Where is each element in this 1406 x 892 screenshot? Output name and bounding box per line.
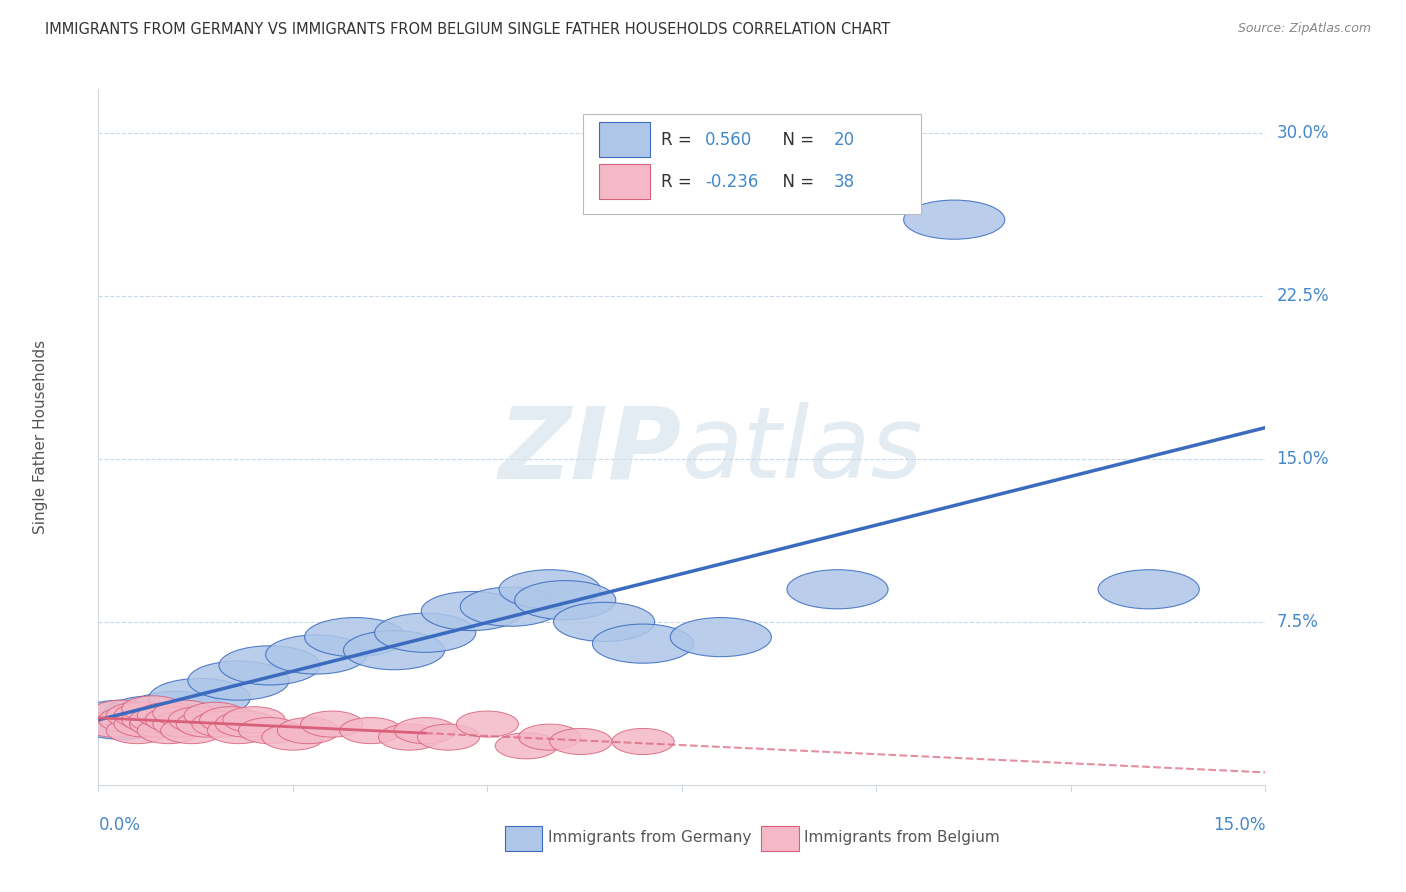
Ellipse shape xyxy=(122,696,184,722)
Ellipse shape xyxy=(418,724,479,750)
Ellipse shape xyxy=(787,570,889,609)
Text: R =: R = xyxy=(661,131,697,149)
Ellipse shape xyxy=(904,200,1005,239)
Text: 0.560: 0.560 xyxy=(706,131,752,149)
Text: N =: N = xyxy=(772,131,820,149)
Ellipse shape xyxy=(169,706,231,733)
Ellipse shape xyxy=(138,702,200,729)
Text: 0.0%: 0.0% xyxy=(98,815,141,833)
Ellipse shape xyxy=(160,717,224,744)
Ellipse shape xyxy=(305,617,406,657)
Ellipse shape xyxy=(277,717,340,744)
FancyBboxPatch shape xyxy=(599,122,651,157)
Ellipse shape xyxy=(176,711,239,737)
Text: 20: 20 xyxy=(834,131,855,149)
FancyBboxPatch shape xyxy=(582,113,921,214)
Ellipse shape xyxy=(215,711,277,737)
Text: 15.0%: 15.0% xyxy=(1277,450,1329,467)
Ellipse shape xyxy=(671,617,772,657)
Text: -0.236: -0.236 xyxy=(706,173,759,191)
Text: R =: R = xyxy=(661,173,697,191)
Ellipse shape xyxy=(184,702,246,729)
Ellipse shape xyxy=(107,702,169,729)
Ellipse shape xyxy=(191,711,254,737)
Ellipse shape xyxy=(72,700,173,739)
Ellipse shape xyxy=(83,711,145,737)
Text: 22.5%: 22.5% xyxy=(1277,286,1329,305)
Text: 30.0%: 30.0% xyxy=(1277,124,1329,142)
Text: IMMIGRANTS FROM GERMANY VS IMMIGRANTS FROM BELGIUM SINGLE FATHER HOUSEHOLDS CORR: IMMIGRANTS FROM GERMANY VS IMMIGRANTS FR… xyxy=(45,22,890,37)
FancyBboxPatch shape xyxy=(505,826,541,851)
Ellipse shape xyxy=(114,702,176,729)
Ellipse shape xyxy=(515,581,616,620)
Ellipse shape xyxy=(188,661,290,700)
Ellipse shape xyxy=(374,613,475,652)
Ellipse shape xyxy=(103,696,204,735)
Text: Immigrants from Germany: Immigrants from Germany xyxy=(548,830,751,845)
Ellipse shape xyxy=(457,711,519,737)
Text: 7.5%: 7.5% xyxy=(1277,613,1319,631)
Text: Single Father Households: Single Father Households xyxy=(32,340,48,534)
Ellipse shape xyxy=(499,570,600,609)
Text: Source: ZipAtlas.com: Source: ZipAtlas.com xyxy=(1237,22,1371,36)
Text: atlas: atlas xyxy=(682,402,924,500)
Ellipse shape xyxy=(519,724,581,750)
Text: ZIP: ZIP xyxy=(499,402,682,500)
Ellipse shape xyxy=(495,733,557,759)
Ellipse shape xyxy=(122,706,184,733)
Ellipse shape xyxy=(129,706,191,733)
Ellipse shape xyxy=(266,635,367,674)
Ellipse shape xyxy=(153,700,215,726)
FancyBboxPatch shape xyxy=(599,163,651,199)
Ellipse shape xyxy=(340,717,402,744)
Ellipse shape xyxy=(200,706,262,733)
Ellipse shape xyxy=(207,717,270,744)
Ellipse shape xyxy=(224,706,285,733)
Text: N =: N = xyxy=(772,173,820,191)
Text: 38: 38 xyxy=(834,173,855,191)
Ellipse shape xyxy=(550,729,612,755)
Text: Immigrants from Belgium: Immigrants from Belgium xyxy=(804,830,1000,845)
Ellipse shape xyxy=(219,646,321,685)
Ellipse shape xyxy=(138,717,200,744)
FancyBboxPatch shape xyxy=(761,826,799,851)
Ellipse shape xyxy=(262,724,323,750)
Ellipse shape xyxy=(394,717,457,744)
Ellipse shape xyxy=(90,700,153,726)
Ellipse shape xyxy=(592,624,693,664)
Ellipse shape xyxy=(554,602,655,641)
Ellipse shape xyxy=(149,679,250,717)
Ellipse shape xyxy=(98,706,160,733)
Ellipse shape xyxy=(153,711,215,737)
Ellipse shape xyxy=(107,717,169,744)
Ellipse shape xyxy=(239,717,301,744)
Ellipse shape xyxy=(378,724,440,750)
Ellipse shape xyxy=(1098,570,1199,609)
Ellipse shape xyxy=(422,591,523,631)
Ellipse shape xyxy=(612,729,673,755)
Ellipse shape xyxy=(114,711,176,737)
Ellipse shape xyxy=(343,631,444,670)
Ellipse shape xyxy=(125,691,226,731)
Ellipse shape xyxy=(301,711,363,737)
Ellipse shape xyxy=(145,706,207,733)
Text: 15.0%: 15.0% xyxy=(1213,815,1265,833)
Ellipse shape xyxy=(460,587,561,626)
Ellipse shape xyxy=(129,711,191,737)
